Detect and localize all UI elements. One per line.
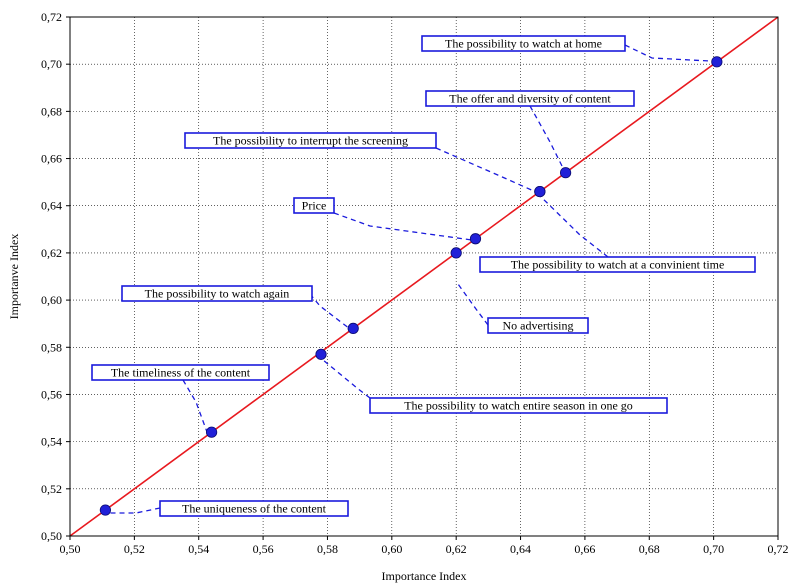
x-tick-label: 0,68	[639, 542, 660, 556]
x-tick-label: 0,72	[768, 542, 789, 556]
data-point	[315, 348, 327, 360]
point-label-text: The possibility to interrupt the screeni…	[213, 134, 408, 148]
point-label-text: The timeliness of the content	[111, 366, 251, 380]
x-tick-label: 0,60	[381, 542, 402, 556]
leader-line	[309, 293, 351, 330]
point-label-box	[421, 35, 626, 52]
y-tick-label: 0,66	[41, 152, 62, 166]
point-layer	[99, 56, 723, 516]
label-layer: The uniqueness of the content The timelin…	[91, 35, 756, 517]
point-label-text: The possibility to watch at home	[445, 37, 602, 51]
x-tick-label: 0,58	[317, 542, 338, 556]
reference-line-layer	[69, 16, 779, 537]
point-label-text: The possibility to watch entire season i…	[404, 399, 633, 413]
data-point	[450, 247, 462, 259]
point-label-box	[425, 90, 635, 107]
tick-layer: 0,50 0,52 0,54 0,56 0,58 0,60 0,62 0,64 0,66 0,68…	[41, 10, 789, 556]
y-tick-label: 0,58	[41, 340, 62, 354]
point-label-box	[121, 285, 313, 302]
point-label: The timeliness of the content	[91, 364, 270, 381]
x-tick-label: 0,52	[124, 542, 145, 556]
point-label-box	[159, 500, 349, 517]
point-label: The uniqueness of the content	[159, 500, 349, 517]
point-label: The possibility to interrupt the screeni…	[184, 132, 437, 149]
leader-line	[624, 44, 711, 62]
data-point	[347, 322, 359, 334]
reference-line	[69, 16, 779, 537]
plot-frame	[69, 16, 779, 537]
point-label: The possibility to watch at a convinient…	[479, 256, 756, 273]
point-label: The possibility to watch entire season i…	[369, 397, 668, 414]
leader-line-layer	[103, 44, 711, 514]
data-point	[711, 56, 723, 68]
point-label-text: The offer and diversity of content	[449, 92, 611, 106]
y-tick-label: 0,56	[41, 387, 62, 401]
point-label: No advertising	[487, 317, 589, 334]
point-label-box	[91, 364, 270, 381]
y-tick-label: 0,68	[41, 104, 62, 118]
data-point	[534, 185, 546, 198]
x-axis-title: Importance Index	[382, 569, 467, 583]
point-label-box	[184, 132, 437, 149]
leader-line	[333, 212, 473, 241]
y-tick-label: 0,70	[41, 57, 62, 71]
point-label-box	[369, 397, 668, 414]
point-label-text: The possibility to watch again	[145, 287, 290, 301]
leader-line	[103, 507, 161, 514]
x-tick-label: 0,50	[60, 542, 81, 556]
x-tick-label: 0,56	[253, 542, 274, 556]
y-tick-label: 0,50	[41, 529, 62, 543]
data-point	[206, 426, 218, 438]
point-label-box	[487, 317, 589, 334]
leader-line	[435, 147, 537, 193]
point-label: The possibility to watch again	[121, 285, 313, 302]
y-tick-label: 0,72	[41, 10, 62, 24]
point-label: The possibility to watch at home	[421, 35, 626, 52]
point-label: Price	[293, 197, 335, 214]
leader-line	[182, 379, 208, 433]
point-label-box	[293, 197, 335, 214]
x-tick-label: 0,64	[510, 542, 531, 556]
point-label-text: The uniqueness of the content	[182, 502, 327, 516]
x-tick-label: 0,70	[703, 542, 724, 556]
leader-line	[457, 283, 489, 326]
point-label-text: Price	[302, 199, 327, 213]
y-tick-label: 0,62	[41, 246, 62, 260]
y-tick-label: 0,54	[41, 435, 62, 449]
y-tick-label: 0,60	[41, 293, 62, 307]
data-point	[99, 504, 112, 516]
leader-line	[535, 191, 609, 258]
y-tick-label: 0,52	[41, 482, 62, 496]
x-tick-label: 0,66	[574, 542, 595, 556]
point-label-box	[479, 256, 756, 273]
y-tick-label: 0,64	[41, 199, 62, 213]
y-axis-title: Importanve Index	[7, 234, 21, 320]
data-point	[469, 233, 482, 245]
point-label-text: No advertising	[503, 319, 574, 333]
data-point	[559, 167, 572, 179]
leader-line	[529, 105, 566, 173]
x-tick-label: 0,62	[446, 542, 467, 556]
point-label-text: The possibility to watch at a convinient…	[511, 258, 725, 272]
point-label: The offer and diversity of content	[425, 90, 635, 107]
x-tick-label: 0,54	[188, 542, 209, 556]
leader-line	[316, 354, 371, 399]
